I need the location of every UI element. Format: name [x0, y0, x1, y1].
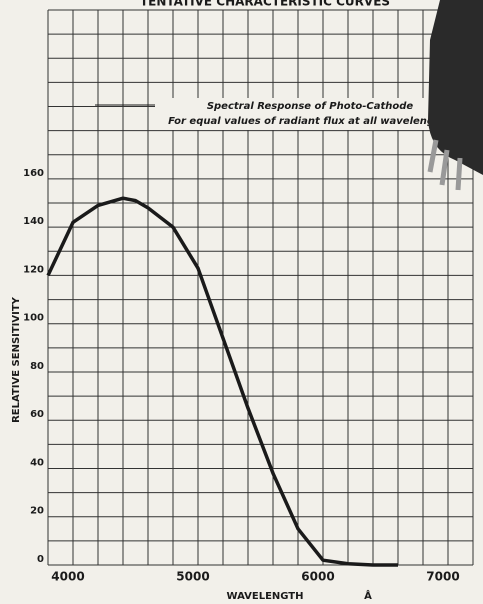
tube-photo: [428, 0, 483, 175]
y-tick-label: 120: [23, 264, 44, 275]
annotation: Spectral Response of Photo-Cathode: [207, 101, 414, 112]
x-tick-label: 4000: [51, 570, 84, 584]
x-axis-label: WAVELENGTH: [226, 591, 303, 602]
annotation-bg: [155, 98, 473, 130]
data-line: [46, 196, 398, 567]
x-tick-label: 7000: [426, 570, 459, 584]
x-tick-label: 5000: [176, 570, 209, 584]
annotation: For equal values of radiant flux at all …: [168, 116, 452, 127]
x-tick-label: 6000: [301, 570, 334, 584]
tube-pin: [455, 157, 463, 191]
y-tick-label: 0: [37, 554, 44, 565]
chart-title: TENTATIVE CHARACTERISTIC CURVES: [140, 0, 390, 9]
y-tick-label: 40: [30, 457, 44, 468]
y-tick-label: 160: [23, 168, 44, 179]
tube-pin: [427, 139, 439, 173]
y-tick-label: 140: [23, 216, 44, 227]
x-axis-unit: Å: [364, 589, 372, 602]
y-tick-label: 80: [30, 361, 44, 372]
y-tick-label: 100: [23, 313, 44, 324]
tube-pin: [439, 149, 450, 186]
y-axis-label: RELATIVE SENSITIVITY: [11, 296, 22, 423]
y-tick-label: 20: [30, 506, 44, 517]
y-tick-label: 60: [30, 409, 44, 420]
